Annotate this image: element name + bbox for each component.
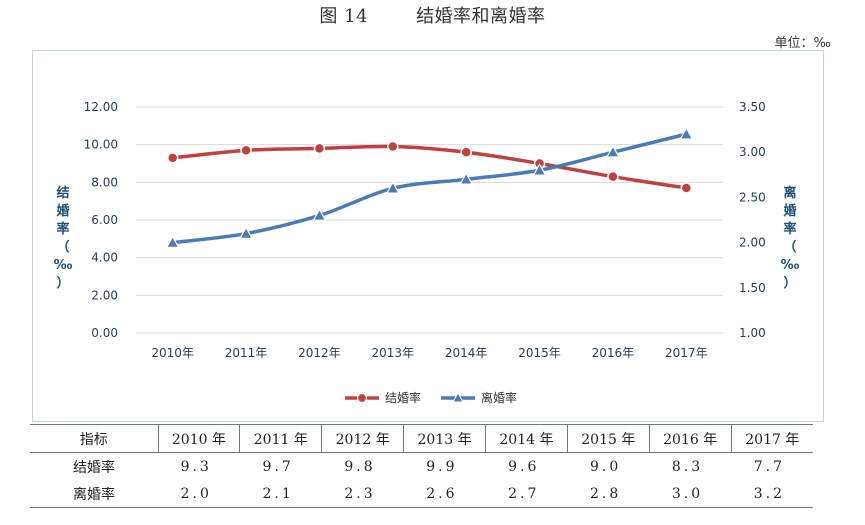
- x-tick-label: 2012年: [298, 346, 341, 360]
- unit-label: 单位：‰: [774, 36, 831, 51]
- divorce-rate-point: [165, 235, 180, 248]
- table-header-cell: 指标: [30, 424, 158, 453]
- marriage-rate-point: [240, 144, 252, 157]
- x-tick-label: 2016年: [592, 346, 635, 360]
- y-right-tick-label: 1.00: [739, 326, 766, 340]
- series-line-divorce-rate: [170, 132, 689, 245]
- figure-title: 图 14 结婚率和离婚率: [0, 2, 865, 28]
- table-header-cell: 2013 年: [403, 424, 486, 453]
- y-left-axis-title: 结婚率（‰）: [54, 185, 73, 291]
- legend-circle-marker: [356, 392, 368, 404]
- table-cell: 9.0: [589, 458, 622, 475]
- table-header-cell: 2017 年: [730, 424, 813, 453]
- y-right-tick-label: 2.00: [739, 236, 766, 250]
- legend-label: 结婚率: [385, 390, 421, 405]
- table-cell: 2.6: [403, 480, 486, 508]
- table-header-cell: 2011 年: [239, 424, 322, 453]
- x-tick-label: 2015年: [518, 346, 561, 360]
- table-header-cell: 2012 年: [321, 424, 404, 453]
- table-header-cell: 2015 年: [566, 424, 650, 453]
- divorce-rate-point: [679, 126, 694, 140]
- legend-label: 离婚率: [481, 390, 517, 405]
- table-row: 结婚率 9.3 9.7 9.8 9.9 9.6 9.0 8.3 7.7: [30, 453, 813, 481]
- figure-number: 图 14: [319, 6, 369, 27]
- table-row: 离婚率 2.0 2.1 2.3 2.6 2.7 2.8 3.0 3.2: [30, 480, 813, 508]
- divorce-rate-point: [239, 226, 254, 239]
- y-right-tick-label: 2.50: [739, 190, 766, 204]
- row-label-divorce: 离婚率: [30, 480, 158, 508]
- y-right-axis-title: 离婚率（‰）: [781, 185, 800, 291]
- divorce-rate-point: [605, 144, 620, 158]
- x-tick-label: 2010年: [151, 346, 194, 360]
- table-cell: 2.7: [485, 480, 568, 508]
- y-left-tick-label: 10.00: [84, 138, 118, 152]
- line-chart: 0.00 2.00 4.00 6.00 8.00 10.00 12.00 1.00 1.50 2.…: [54, 100, 800, 405]
- y-left-tick-label: 6.00: [91, 213, 118, 227]
- table-header-row: 指标 2010 年 2011 年 2012 年 2013 年 2014 年 20…: [30, 424, 813, 453]
- table-cell: 3.2: [731, 480, 813, 508]
- table-cell: 2.0: [158, 480, 240, 508]
- y-right-tick-label: 3.00: [739, 145, 766, 159]
- table-cell: 9.9: [426, 458, 458, 475]
- divorce-rate-point: [385, 181, 400, 194]
- figure-caption: 结婚率和离婚率: [416, 6, 546, 27]
- y-left-tick-label: 4.00: [91, 251, 118, 265]
- marriage-rate-point: [387, 140, 399, 153]
- divorce-rate-point: [532, 163, 547, 176]
- marriage-rate-point: [607, 170, 619, 183]
- y-left-tick-label: 2.00: [91, 288, 118, 302]
- x-tick-label: 2011年: [225, 346, 268, 360]
- table-cell: 2.1: [239, 480, 322, 508]
- table-cell: 9.3: [180, 458, 212, 475]
- row-label-marriage: 结婚率: [73, 459, 115, 476]
- y-left-tick-label: 12.00: [84, 100, 118, 114]
- table-cell: 3.0: [649, 480, 732, 508]
- marriage-rate-point: [680, 182, 693, 194]
- y-left-tick-label: 8.00: [91, 175, 118, 189]
- x-tick-label: 2013年: [372, 346, 415, 360]
- table-cell: 9.7: [262, 458, 294, 475]
- marriage-rate-point: [166, 152, 179, 164]
- legend-triangle-marker: [452, 391, 464, 403]
- marriage-rate-point: [460, 146, 472, 158]
- series-line-marriage-rate: [170, 144, 689, 190]
- y-right-tick-label: 1.50: [739, 281, 766, 295]
- table-header-cell: 2016 年: [648, 424, 732, 453]
- chart-frame: 0.00 2.00 4.00 6.00 8.00 10.00 12.00 1.00 1.50 2.…: [32, 50, 824, 422]
- x-tick-label: 2014年: [445, 346, 488, 360]
- table-cell: 2.3: [321, 480, 404, 508]
- table-cell: 9.8: [344, 458, 376, 475]
- marriage-rate-point: [313, 142, 326, 155]
- table-header-cell: 2010 年: [157, 424, 240, 453]
- table-cell: 8.3: [671, 458, 704, 475]
- table-cell: 7.7: [753, 458, 785, 475]
- table-header-cell: 2014 年: [485, 424, 568, 453]
- table-cell: 2.8: [567, 480, 650, 508]
- divorce-rate-point: [312, 208, 327, 221]
- y-right-tick-label: 3.50: [739, 100, 766, 114]
- data-table: 指标 2010 年 2011 年 2012 年 2013 年 2014 年 20…: [30, 424, 813, 508]
- divorce-rate-point: [459, 172, 474, 185]
- y-left-tick-label: 0.00: [91, 326, 118, 340]
- x-tick-label: 2017年: [665, 346, 708, 360]
- table-cell: 9.6: [508, 458, 540, 475]
